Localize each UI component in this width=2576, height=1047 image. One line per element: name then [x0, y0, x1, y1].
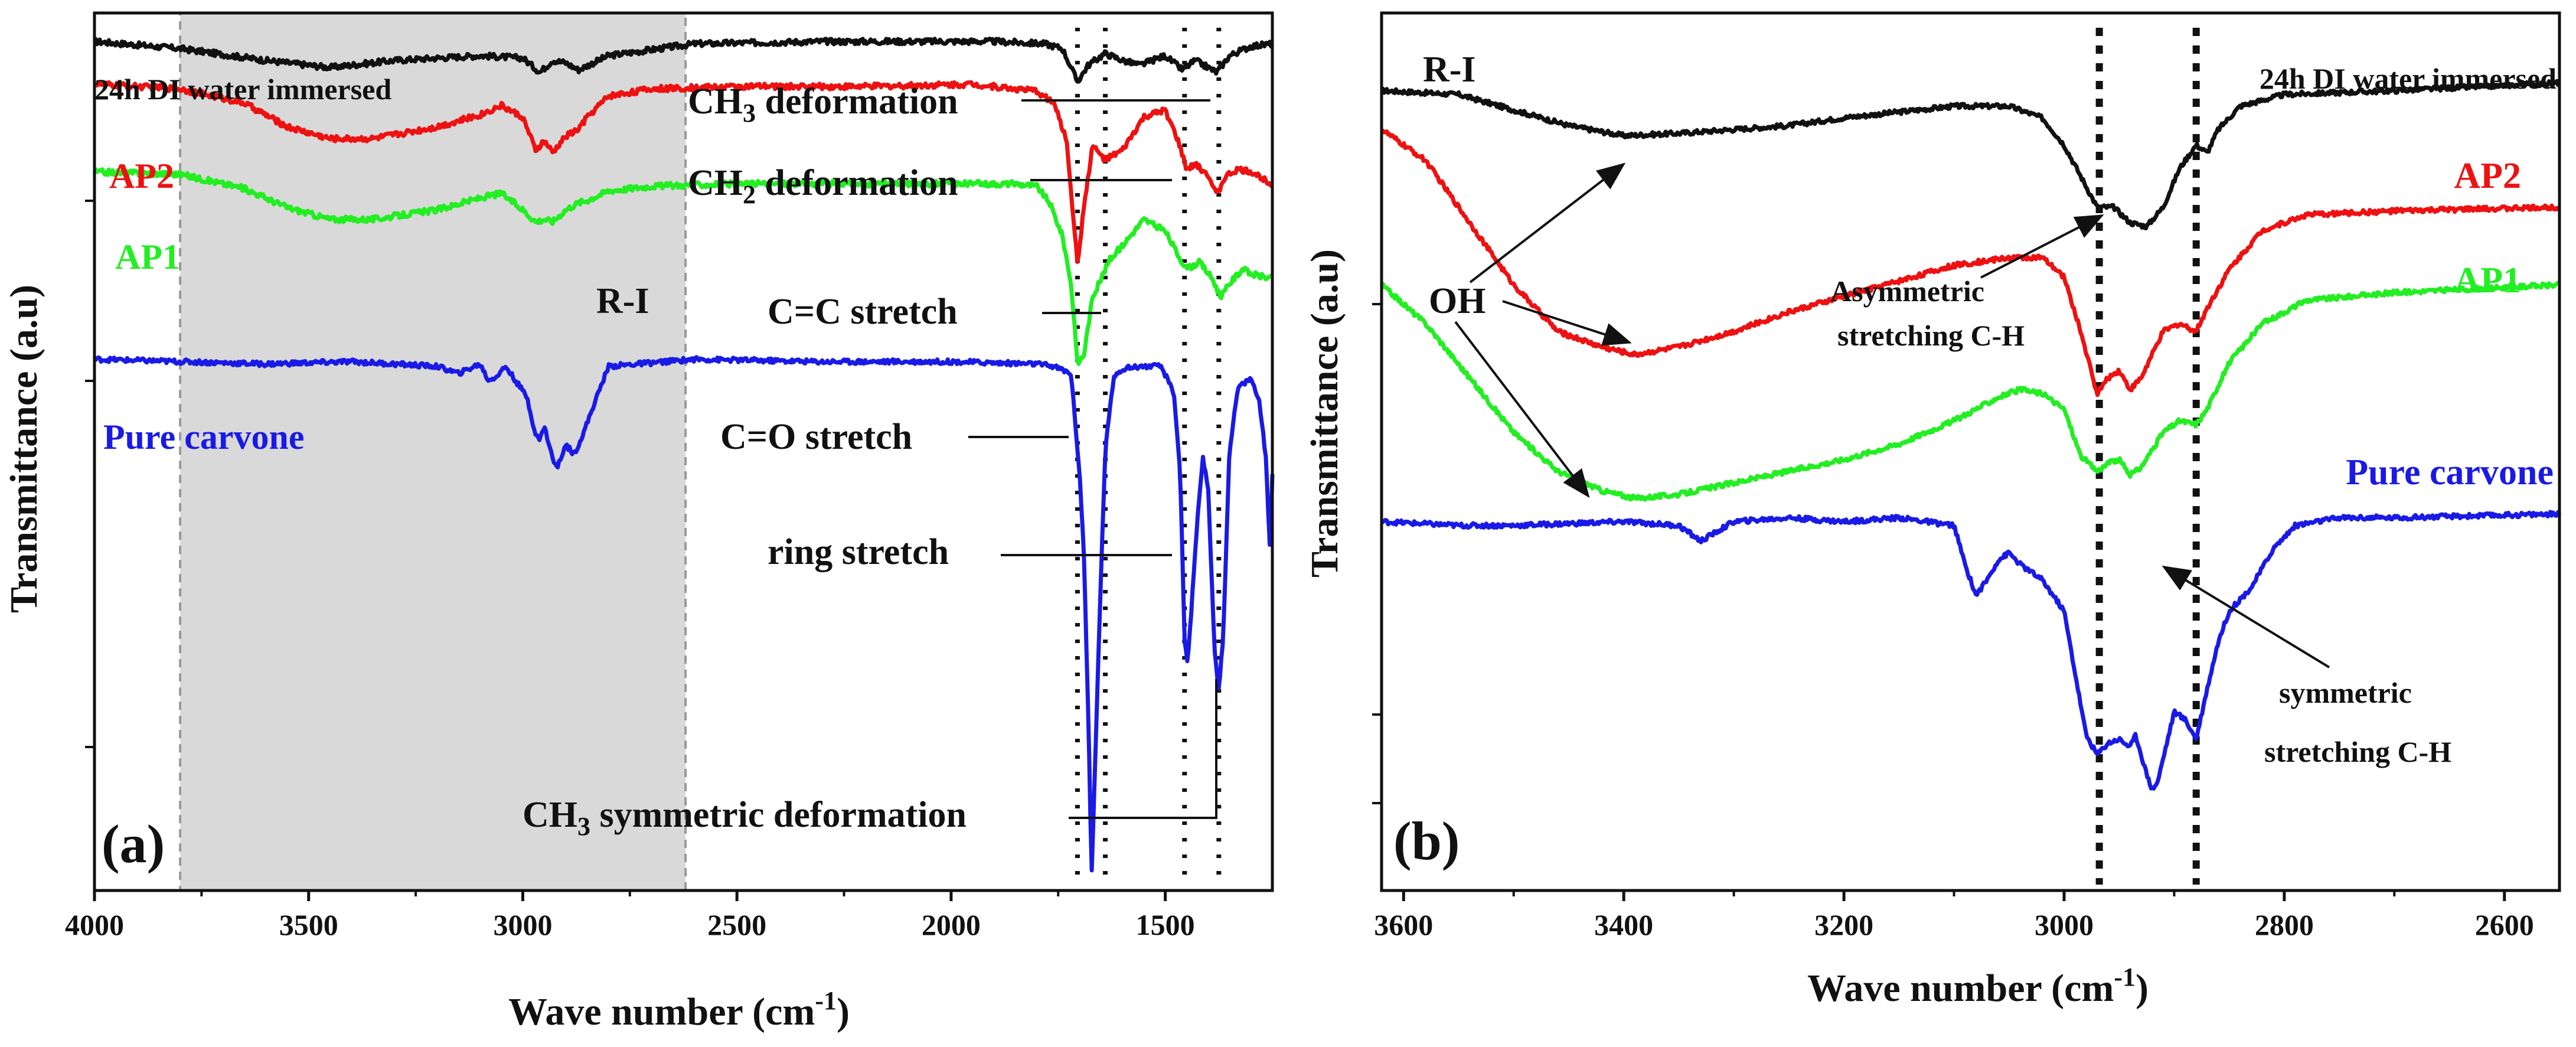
- x-axis-ticks: 3600 3400 3200 3000 2800 2600: [1374, 891, 2534, 941]
- series-line-pure-carvone: [1380, 510, 2562, 791]
- x-tick-label: 2600: [2475, 908, 2534, 941]
- x-axis-label: Wave number (cm-1): [508, 986, 850, 1033]
- x-tick-label: 3200: [1814, 908, 1873, 941]
- x-tick-label: 2000: [922, 908, 981, 941]
- x-tick-label: 3500: [279, 908, 338, 941]
- annotation-asymmetric-stretching: Asymmetric stretching C-H: [1830, 214, 2104, 352]
- svg-text:Asymmetric: Asymmetric: [1830, 275, 1984, 308]
- series-label-carvone: Pure carvone: [103, 418, 304, 456]
- y-axis-label: Transmittance (a.u): [1303, 249, 1346, 578]
- x-tick-label: 3000: [493, 908, 552, 941]
- svg-text:C=O stretch: C=O stretch: [720, 417, 912, 457]
- r-i-region-shade: [179, 12, 687, 892]
- region-label: R-I: [1423, 50, 1476, 90]
- x-axis-label: Wave number (cm-1): [1807, 963, 2149, 1010]
- svg-text:OH: OH: [1429, 281, 1485, 321]
- annotation-ring-stretch: ring stretch: [768, 532, 1172, 572]
- plot-frame: [93, 11, 1274, 892]
- annotation-oh: OH: [1429, 162, 1632, 498]
- annotation-ch2-deformation: CH2 deformation: [688, 163, 1172, 209]
- panel-label: (b): [1393, 811, 1460, 871]
- x-tick-label: 3600: [1374, 908, 1433, 941]
- reference-lines: [2095, 28, 2200, 885]
- series-line-ap2: [1380, 128, 2561, 397]
- annotation-symmetric-stretching: symmetric stretching C-H: [2162, 565, 2451, 768]
- panel-a: 4000 3500 3000 2500 2000 1500 24h DI water im…: [2, 11, 1275, 1033]
- annotation-ch3-symmetric-deformation: CH3 symmetric deformation: [523, 679, 1217, 841]
- series-label-ap2: AP2: [2454, 156, 2521, 196]
- series-label-ap1: AP1: [2454, 260, 2521, 301]
- x-tick-label: 2800: [2255, 908, 2314, 941]
- svg-text:stretching C-H: stretching C-H: [1837, 319, 2025, 352]
- panel-label: (a): [102, 814, 165, 874]
- series-label-ap1: AP1: [115, 237, 180, 276]
- series-line-24h-di-water-immersed: [1380, 79, 2561, 231]
- panel-b: 3600 3400 3200 3000 2800 2600 R-I 24h DI wate…: [1303, 11, 2562, 1010]
- region-label: R-I: [596, 281, 649, 321]
- x-tick-label: 3400: [1594, 908, 1653, 941]
- plot-frame: [1380, 11, 2561, 892]
- x-tick-label: 2500: [707, 908, 766, 941]
- series-line-ap2: [93, 80, 1274, 264]
- annotation-co-stretch: C=O stretch: [720, 417, 1069, 457]
- x-tick-label: 4000: [65, 908, 124, 941]
- y-axis-ticks: [85, 200, 94, 748]
- reference-lines: [1075, 28, 1222, 885]
- series-label-carvone: Pure carvone: [2346, 452, 2554, 492]
- x-tick-label: 1500: [1136, 908, 1195, 941]
- svg-text:symmetric: symmetric: [2279, 676, 2412, 709]
- svg-text:CH2 deformation: CH2 deformation: [688, 163, 958, 209]
- svg-text:CH3 symmetric deformation: CH3 symmetric deformation: [523, 795, 967, 841]
- x-axis-ticks: 4000 3500 3000 2500 2000 1500: [65, 891, 1195, 941]
- series-line-ap1: [92, 167, 1274, 366]
- y-axis-label: Transmittance (a.u): [2, 285, 45, 613]
- annotation-ch3-deformation: CH3 deformation: [688, 81, 1210, 128]
- x-tick-label: 3000: [2035, 908, 2094, 941]
- series-label-ap2: AP2: [109, 156, 174, 195]
- series-line-pure-carvone: [93, 355, 1275, 873]
- y-axis-ticks: [1372, 303, 1382, 804]
- svg-text:stretching C-H: stretching C-H: [2264, 735, 2451, 768]
- svg-text:C=C stretch: C=C stretch: [768, 292, 958, 332]
- series-label-immersed: 24h DI water immersed: [2260, 62, 2557, 95]
- svg-text:CH3 deformation: CH3 deformation: [688, 81, 958, 128]
- series-line-24h-di-water-immersed: [93, 37, 1275, 84]
- annotation-cc-stretch: C=C stretch: [768, 292, 1101, 332]
- spectra-series: [92, 37, 1275, 873]
- svg-text:ring stretch: ring stretch: [768, 532, 949, 572]
- series-label-immersed: 24h DI water immersed: [94, 73, 391, 106]
